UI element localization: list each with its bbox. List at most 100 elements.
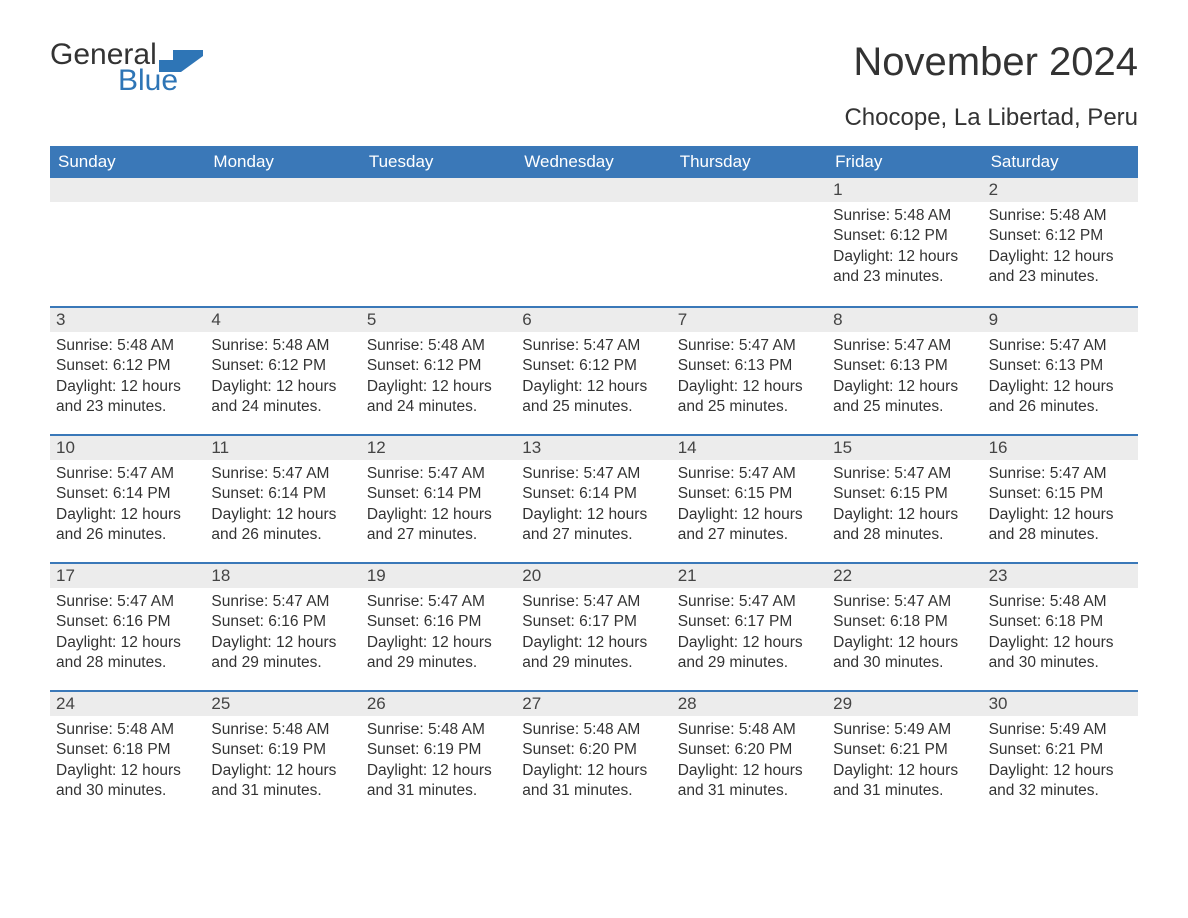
- sunset-label: Sunset: 6:17 PM: [522, 612, 665, 632]
- day-details: Sunrise: 5:48 AMSunset: 6:18 PMDaylight:…: [983, 588, 1138, 684]
- day-number: 9: [983, 306, 1138, 332]
- brand-logo: General Blue: [50, 40, 203, 96]
- sunset-label: Sunset: 6:16 PM: [367, 612, 510, 632]
- calendar-cell: 22Sunrise: 5:47 AMSunset: 6:18 PMDayligh…: [827, 562, 982, 690]
- daylight-label: Daylight: 12 hours and 29 minutes.: [367, 633, 510, 674]
- sunset-label: Sunset: 6:20 PM: [522, 740, 665, 760]
- calendar-cell: 27Sunrise: 5:48 AMSunset: 6:20 PMDayligh…: [516, 690, 671, 818]
- sunrise-label: Sunrise: 5:48 AM: [211, 336, 354, 356]
- daylight-label: Daylight: 12 hours and 31 minutes.: [367, 761, 510, 802]
- sunrise-label: Sunrise: 5:48 AM: [211, 720, 354, 740]
- day-number: 15: [827, 434, 982, 460]
- day-number: 7: [672, 306, 827, 332]
- day-details: Sunrise: 5:47 AMSunset: 6:14 PMDaylight:…: [50, 460, 205, 556]
- sunset-label: Sunset: 6:16 PM: [211, 612, 354, 632]
- day-number: [205, 178, 360, 202]
- calendar-cell: 8Sunrise: 5:47 AMSunset: 6:13 PMDaylight…: [827, 306, 982, 434]
- calendar-cell: [205, 178, 360, 306]
- sunrise-label: Sunrise: 5:47 AM: [211, 592, 354, 612]
- day-number: 25: [205, 690, 360, 716]
- daylight-label: Daylight: 12 hours and 25 minutes.: [678, 377, 821, 418]
- daylight-label: Daylight: 12 hours and 24 minutes.: [211, 377, 354, 418]
- sunrise-label: Sunrise: 5:48 AM: [989, 206, 1132, 226]
- sunrise-label: Sunrise: 5:48 AM: [989, 592, 1132, 612]
- sunrise-label: Sunrise: 5:49 AM: [833, 720, 976, 740]
- day-details: Sunrise: 5:48 AMSunset: 6:20 PMDaylight:…: [672, 716, 827, 812]
- sunrise-label: Sunrise: 5:47 AM: [989, 464, 1132, 484]
- sunset-label: Sunset: 6:13 PM: [989, 356, 1132, 376]
- day-number: 27: [516, 690, 671, 716]
- daylight-label: Daylight: 12 hours and 25 minutes.: [522, 377, 665, 418]
- sunrise-label: Sunrise: 5:48 AM: [367, 336, 510, 356]
- calendar-cell: 9Sunrise: 5:47 AMSunset: 6:13 PMDaylight…: [983, 306, 1138, 434]
- calendar-cell: [672, 178, 827, 306]
- calendar-cell: 20Sunrise: 5:47 AMSunset: 6:17 PMDayligh…: [516, 562, 671, 690]
- daylight-label: Daylight: 12 hours and 32 minutes.: [989, 761, 1132, 802]
- sunrise-label: Sunrise: 5:47 AM: [522, 592, 665, 612]
- weekday-header: Friday: [827, 146, 982, 178]
- day-number: 16: [983, 434, 1138, 460]
- sunset-label: Sunset: 6:13 PM: [833, 356, 976, 376]
- brand-word2: Blue: [50, 66, 203, 96]
- sunrise-label: Sunrise: 5:47 AM: [367, 464, 510, 484]
- daylight-label: Daylight: 12 hours and 28 minutes.: [833, 505, 976, 546]
- calendar-cell: 29Sunrise: 5:49 AMSunset: 6:21 PMDayligh…: [827, 690, 982, 818]
- calendar-cell: 24Sunrise: 5:48 AMSunset: 6:18 PMDayligh…: [50, 690, 205, 818]
- day-details: Sunrise: 5:49 AMSunset: 6:21 PMDaylight:…: [827, 716, 982, 812]
- day-details: Sunrise: 5:47 AMSunset: 6:17 PMDaylight:…: [516, 588, 671, 684]
- day-number: 18: [205, 562, 360, 588]
- day-number: 11: [205, 434, 360, 460]
- calendar-cell: 21Sunrise: 5:47 AMSunset: 6:17 PMDayligh…: [672, 562, 827, 690]
- sunset-label: Sunset: 6:12 PM: [833, 226, 976, 246]
- sunrise-label: Sunrise: 5:48 AM: [367, 720, 510, 740]
- day-details: Sunrise: 5:47 AMSunset: 6:16 PMDaylight:…: [50, 588, 205, 684]
- calendar-cell: 5Sunrise: 5:48 AMSunset: 6:12 PMDaylight…: [361, 306, 516, 434]
- sunset-label: Sunset: 6:18 PM: [56, 740, 199, 760]
- day-number: 2: [983, 178, 1138, 202]
- sunset-label: Sunset: 6:18 PM: [833, 612, 976, 632]
- sunset-label: Sunset: 6:14 PM: [367, 484, 510, 504]
- sunset-label: Sunset: 6:15 PM: [989, 484, 1132, 504]
- sunrise-label: Sunrise: 5:47 AM: [678, 336, 821, 356]
- daylight-label: Daylight: 12 hours and 26 minutes.: [56, 505, 199, 546]
- calendar-cell: 25Sunrise: 5:48 AMSunset: 6:19 PMDayligh…: [205, 690, 360, 818]
- calendar-cell: [361, 178, 516, 306]
- day-details: Sunrise: 5:47 AMSunset: 6:14 PMDaylight:…: [205, 460, 360, 556]
- weekday-header: Monday: [205, 146, 360, 178]
- day-details: Sunrise: 5:48 AMSunset: 6:19 PMDaylight:…: [205, 716, 360, 812]
- day-number: 17: [50, 562, 205, 588]
- day-number: 28: [672, 690, 827, 716]
- daylight-label: Daylight: 12 hours and 27 minutes.: [367, 505, 510, 546]
- sunset-label: Sunset: 6:12 PM: [522, 356, 665, 376]
- sunset-label: Sunset: 6:17 PM: [678, 612, 821, 632]
- daylight-label: Daylight: 12 hours and 31 minutes.: [833, 761, 976, 802]
- weekday-header: Sunday: [50, 146, 205, 178]
- daylight-label: Daylight: 12 hours and 31 minutes.: [678, 761, 821, 802]
- day-number: 4: [205, 306, 360, 332]
- sunrise-label: Sunrise: 5:47 AM: [211, 464, 354, 484]
- sunset-label: Sunset: 6:14 PM: [211, 484, 354, 504]
- daylight-label: Daylight: 12 hours and 27 minutes.: [522, 505, 665, 546]
- day-number: 6: [516, 306, 671, 332]
- daylight-label: Daylight: 12 hours and 28 minutes.: [56, 633, 199, 674]
- day-number: 24: [50, 690, 205, 716]
- day-details: Sunrise: 5:47 AMSunset: 6:16 PMDaylight:…: [205, 588, 360, 684]
- sunrise-label: Sunrise: 5:47 AM: [56, 592, 199, 612]
- calendar-cell: 4Sunrise: 5:48 AMSunset: 6:12 PMDaylight…: [205, 306, 360, 434]
- calendar-cell: 14Sunrise: 5:47 AMSunset: 6:15 PMDayligh…: [672, 434, 827, 562]
- daylight-label: Daylight: 12 hours and 31 minutes.: [522, 761, 665, 802]
- day-number: [361, 178, 516, 202]
- day-number: 5: [361, 306, 516, 332]
- sunset-label: Sunset: 6:12 PM: [367, 356, 510, 376]
- day-details: Sunrise: 5:48 AMSunset: 6:20 PMDaylight:…: [516, 716, 671, 812]
- sunrise-label: Sunrise: 5:48 AM: [56, 720, 199, 740]
- day-details: Sunrise: 5:47 AMSunset: 6:12 PMDaylight:…: [516, 332, 671, 428]
- sunset-label: Sunset: 6:12 PM: [56, 356, 199, 376]
- daylight-label: Daylight: 12 hours and 23 minutes.: [833, 247, 976, 288]
- day-number: [672, 178, 827, 202]
- sunrise-label: Sunrise: 5:47 AM: [367, 592, 510, 612]
- calendar-cell: 23Sunrise: 5:48 AMSunset: 6:18 PMDayligh…: [983, 562, 1138, 690]
- daylight-label: Daylight: 12 hours and 29 minutes.: [211, 633, 354, 674]
- sunset-label: Sunset: 6:16 PM: [56, 612, 199, 632]
- calendar-cell: 26Sunrise: 5:48 AMSunset: 6:19 PMDayligh…: [361, 690, 516, 818]
